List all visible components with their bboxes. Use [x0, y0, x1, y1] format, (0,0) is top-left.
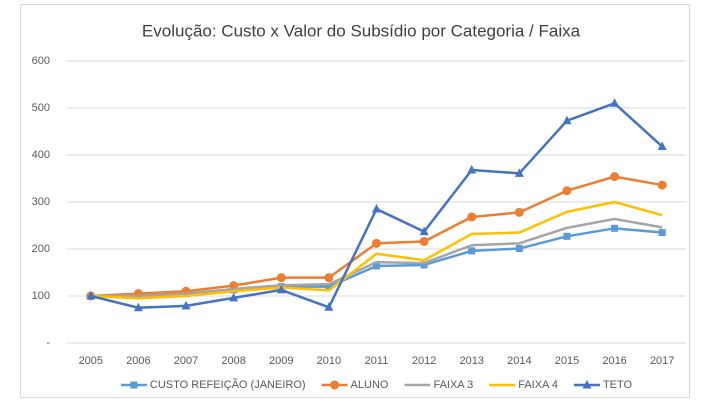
- marker: [324, 273, 334, 283]
- marker: [276, 273, 286, 283]
- x-tick-label: 2007: [174, 355, 198, 367]
- legend-marker: [130, 381, 138, 389]
- marker: [372, 204, 381, 213]
- marker: [657, 180, 667, 190]
- marker: [325, 283, 333, 291]
- x-tick-label: 2012: [412, 355, 436, 367]
- marker: [419, 236, 429, 246]
- legend-label: FAIXA 4: [518, 379, 558, 391]
- marker: [514, 168, 524, 177]
- legend-label: CUSTO REFEIÇÃO (JANEIRO): [150, 378, 306, 391]
- series-line: [90, 217, 663, 298]
- legend-label: TETO: [603, 379, 633, 391]
- legend-marker: [330, 380, 340, 390]
- marker: [658, 229, 666, 237]
- y-tick-label: -: [46, 337, 50, 349]
- x-tick-label: 2013: [459, 355, 483, 367]
- x-tick-label: 2015: [555, 355, 579, 367]
- marker: [467, 212, 477, 222]
- marker: [610, 98, 620, 107]
- marker: [468, 247, 476, 255]
- chart-title: Evolução: Custo x Valor do Subsídio por …: [142, 21, 581, 40]
- x-tick-label: 2017: [650, 355, 674, 367]
- y-tick-label: 100: [32, 290, 50, 302]
- marker: [133, 302, 143, 312]
- marker: [276, 284, 286, 294]
- y-tick-label: 200: [32, 243, 50, 255]
- legend-label: ALUNO: [351, 379, 389, 391]
- marker: [181, 300, 191, 310]
- y-tick-label: 600: [32, 55, 50, 67]
- marker: [514, 207, 524, 217]
- y-tick-label: 400: [32, 149, 50, 161]
- legend-marker: [582, 380, 592, 389]
- marker: [372, 238, 381, 248]
- marker: [420, 261, 428, 269]
- marker: [419, 226, 429, 236]
- x-tick-label: 2016: [602, 355, 626, 367]
- x-tick-label: 2010: [317, 355, 341, 367]
- x-tick-label: 2008: [221, 355, 245, 367]
- x-tick-label: 2011: [365, 355, 389, 367]
- marker: [657, 141, 667, 151]
- x-tick-label: 2005: [79, 355, 103, 367]
- marker: [467, 165, 477, 174]
- y-tick-label: 500: [32, 102, 50, 114]
- marker: [562, 186, 572, 196]
- y-tick-label: 300: [32, 196, 50, 208]
- marker: [515, 245, 523, 253]
- x-tick-label: 2009: [269, 355, 293, 367]
- chart-border: [20, 4, 690, 398]
- marker: [610, 172, 620, 182]
- legend: CUSTO REFEIÇÃO (JANEIRO) ALUNO FAIXA 3 FAIX…: [120, 378, 633, 391]
- x-tick-label: 2006: [126, 355, 150, 367]
- series-line: [90, 200, 663, 300]
- x-tick-label: 2014: [507, 355, 531, 367]
- marker: [611, 224, 619, 232]
- marker: [563, 232, 571, 240]
- marker: [562, 115, 572, 125]
- marker: [373, 262, 380, 270]
- marker: [324, 302, 334, 311]
- marker: [86, 291, 96, 300]
- marker: [229, 292, 239, 302]
- legend-label: FAIXA 3: [433, 379, 473, 391]
